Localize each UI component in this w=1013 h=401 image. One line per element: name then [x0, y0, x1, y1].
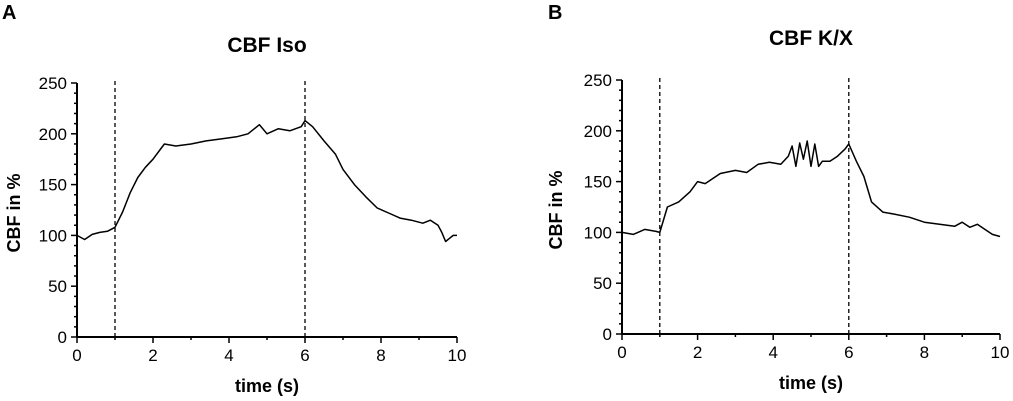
x-tick-label: 2	[693, 343, 702, 362]
y-tick-label: 0	[58, 328, 67, 347]
y-tick-label: 100	[584, 223, 612, 242]
x-axis-label: time (s)	[235, 376, 299, 396]
x-tick-label: 4	[768, 343, 777, 362]
y-tick-label: 250	[584, 71, 612, 90]
chart-title: CBF K/X	[769, 27, 853, 50]
y-tick-label: 250	[39, 74, 67, 93]
x-tick-label: 0	[72, 346, 81, 365]
x-tick-label: 6	[844, 343, 853, 362]
y-tick-label: 200	[584, 122, 612, 141]
y-axis-label: CBF in %	[4, 174, 24, 253]
y-tick-label: 100	[39, 226, 67, 245]
series-line	[76, 119, 457, 243]
chart-title: CBF Iso	[227, 34, 306, 57]
series-line	[621, 140, 1001, 238]
chart-cbf-iso: CBF Iso 0 50 100 150 200 250 0 2 4 6 8 10 time (s) CBF…	[4, 34, 466, 396]
x-axis-label: time (s)	[779, 373, 843, 393]
x-tick-label: 0	[617, 343, 626, 362]
y-tick-label: 200	[39, 125, 67, 144]
y-tick-label: 0	[603, 325, 612, 344]
x-tick-label: 8	[920, 343, 929, 362]
y-tick-label: 50	[48, 277, 67, 296]
x-tick-label: 2	[148, 346, 157, 365]
y-tick-label: 150	[39, 176, 67, 195]
y-axis-label: CBF in %	[546, 171, 566, 250]
x-tick-label: 10	[448, 346, 467, 365]
y-tick-label: 50	[593, 274, 612, 293]
x-tick-label: 8	[376, 346, 385, 365]
x-tick-label: 4	[224, 346, 233, 365]
y-tick-label: 150	[584, 173, 612, 192]
panel-letter-a: A	[2, 2, 16, 24]
panel-letter-b: B	[548, 2, 562, 24]
x-tick-label: 6	[300, 346, 309, 365]
x-tick-label: 10	[991, 343, 1010, 362]
chart-cbf-kx: CBF K/X 0 50 100 150 200 250 0 2 4 6 8 10 time (s) CBF…	[546, 27, 1009, 393]
